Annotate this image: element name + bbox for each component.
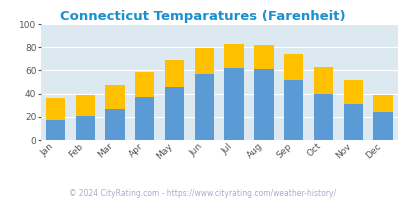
Bar	[254, 69, 273, 140]
Bar	[135, 72, 154, 97]
Bar	[313, 67, 333, 94]
Bar	[313, 94, 333, 140]
Bar	[373, 95, 392, 112]
Bar	[373, 112, 392, 140]
Text: Connecticut Temparatures (Farenheit): Connecticut Temparatures (Farenheit)	[60, 10, 345, 23]
Bar	[224, 68, 243, 140]
Bar	[46, 98, 65, 120]
Bar	[284, 80, 303, 140]
Bar	[105, 109, 124, 140]
Bar	[135, 97, 154, 140]
Bar	[105, 85, 124, 109]
Bar	[343, 104, 362, 140]
Bar	[75, 116, 95, 140]
Bar	[164, 60, 184, 87]
Bar	[75, 95, 95, 116]
Bar	[224, 44, 243, 68]
Bar	[194, 48, 213, 74]
Bar	[284, 54, 303, 80]
Bar	[164, 87, 184, 140]
Bar	[343, 80, 362, 104]
Text: © 2024 CityRating.com - https://www.cityrating.com/weather-history/: © 2024 CityRating.com - https://www.city…	[69, 189, 336, 198]
Bar	[46, 120, 65, 140]
Bar	[254, 45, 273, 69]
Bar	[194, 74, 213, 140]
